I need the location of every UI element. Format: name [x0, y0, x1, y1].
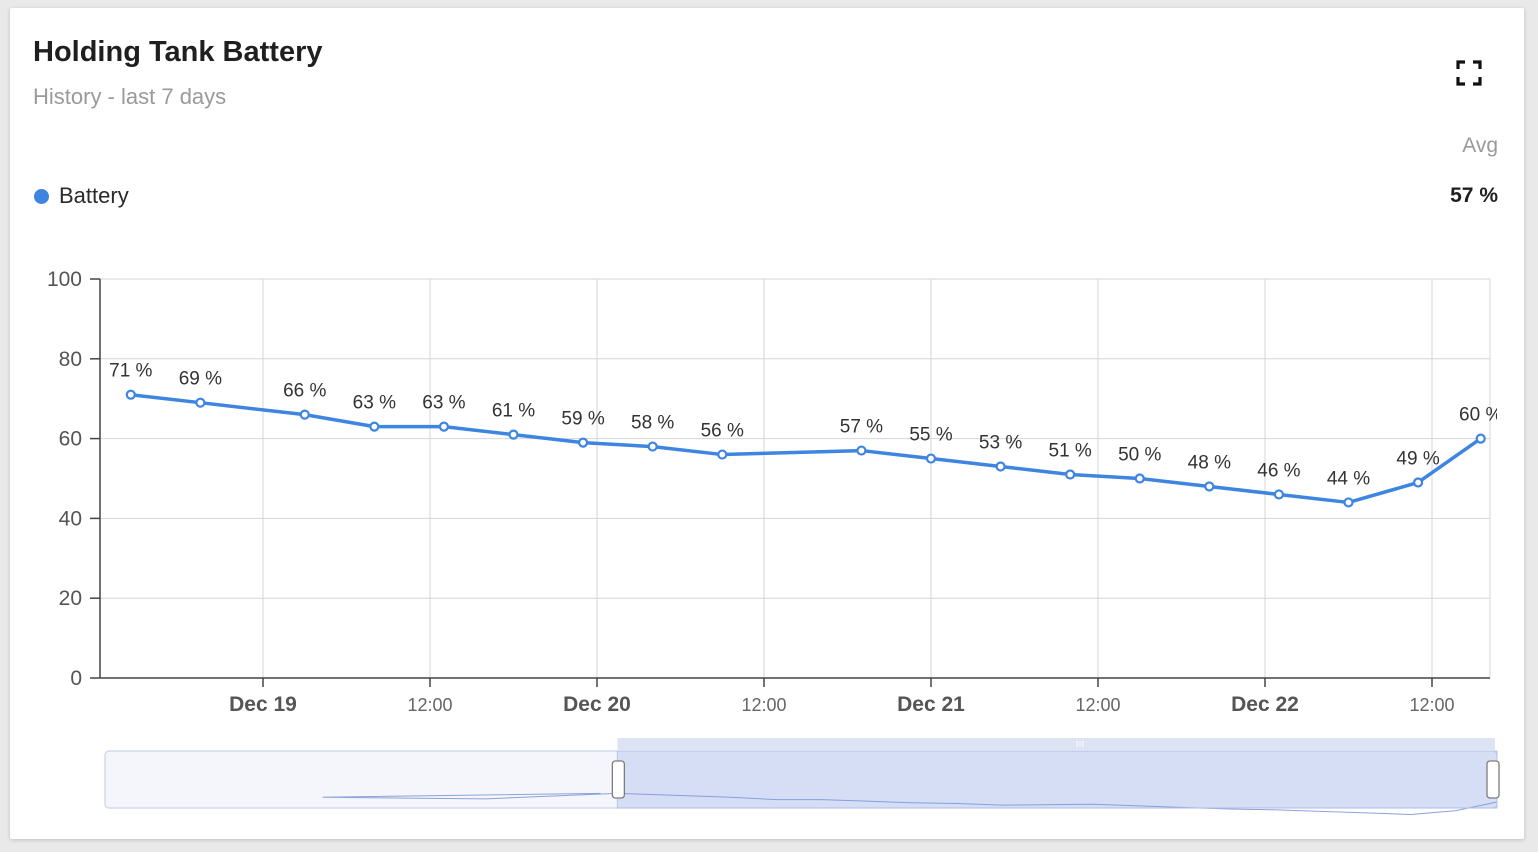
fullscreen-icon	[1456, 60, 1482, 86]
chart-data-labels: 71 % 69 % 66 % 63 % 63 % 61 % 59 % 58 % 56 % 57 %…	[109, 361, 1502, 490]
navigator-handle-left[interactable]	[611, 760, 626, 799]
data-label: 57 %	[840, 417, 883, 438]
data-label: 66 %	[283, 381, 326, 402]
x-tick-label: Dec 19	[229, 693, 297, 716]
legend-label: Battery	[59, 183, 129, 208]
data-point	[577, 437, 589, 448]
data-label: 49 %	[1396, 448, 1439, 469]
y-tick-label: 40	[59, 507, 82, 530]
navigator-series	[322, 792, 1498, 816]
x-tick-label: 12:00	[1409, 695, 1454, 715]
data-point	[856, 445, 867, 456]
data-label: 50 %	[1118, 445, 1161, 466]
data-label: 59 %	[561, 409, 604, 430]
avg-value: 57 %	[1450, 184, 1498, 207]
y-tick-label: 100	[47, 268, 82, 291]
data-point	[717, 449, 728, 460]
data-point	[1343, 497, 1354, 508]
data-label: 53 %	[979, 433, 1022, 454]
data-point	[1204, 481, 1215, 492]
data-label: 55 %	[909, 425, 952, 446]
data-point	[299, 409, 310, 420]
data-label: 58 %	[631, 413, 674, 434]
y-tick-label: 0	[70, 667, 82, 690]
range-navigator[interactable]	[104, 738, 1500, 816]
data-point	[925, 453, 937, 464]
data-label: 69 %	[179, 369, 222, 390]
data-label: 60 %	[1459, 405, 1502, 426]
x-tick-label: Dec 20	[563, 693, 631, 716]
x-tick-label: Dec 21	[897, 693, 965, 716]
legend-item-battery[interactable]: Battery	[34, 183, 129, 209]
data-point	[438, 421, 450, 432]
fullscreen-button[interactable]	[1452, 56, 1486, 90]
data-label: 51 %	[1049, 441, 1092, 462]
data-point	[1134, 473, 1145, 484]
data-point	[647, 441, 658, 452]
card-title: Holding Tank Battery	[33, 36, 323, 68]
data-point	[125, 389, 136, 400]
x-tick-label: 12:00	[741, 695, 786, 715]
x-tick-label: Dec 22	[1231, 693, 1299, 716]
legend-marker	[34, 188, 49, 204]
y-tick-label: 60	[59, 428, 82, 451]
chart-grid	[100, 278, 1491, 679]
chart-series	[125, 389, 1486, 508]
data-label: 48 %	[1188, 452, 1231, 473]
y-tick-label: 80	[59, 348, 82, 371]
navigator-selection	[616, 750, 1498, 809]
data-point	[369, 421, 380, 432]
data-point	[1475, 433, 1486, 444]
avg-label: Avg	[1462, 134, 1498, 157]
data-point	[995, 461, 1006, 472]
data-label: 63 %	[422, 393, 465, 414]
chart-axes: 0 20 40 60 80 100 Dec 19 12:00 Dec 20 12:00 Dec 21…	[47, 268, 1490, 716]
data-label: 71 %	[109, 361, 152, 382]
data-point	[195, 397, 206, 408]
data-label: 63 %	[353, 393, 396, 414]
x-tick-label: 12:00	[1075, 695, 1120, 715]
y-tick-label: 20	[59, 587, 82, 610]
navigator-handle-right[interactable]	[1486, 760, 1500, 799]
data-label: 61 %	[492, 401, 535, 422]
chart-card: Holding Tank Battery History - last 7 da…	[10, 8, 1524, 839]
card-subtitle: History - last 7 days	[33, 84, 227, 109]
data-label: 44 %	[1327, 468, 1370, 489]
data-label: 56 %	[701, 421, 744, 442]
data-point	[1065, 469, 1076, 480]
data-point	[1273, 489, 1285, 500]
battery-series-line	[130, 392, 1482, 505]
navigator-scrollbar	[617, 738, 1495, 751]
data-point	[1412, 477, 1424, 488]
data-label: 46 %	[1257, 460, 1300, 481]
data-point	[508, 429, 519, 440]
x-tick-label: 12:00	[407, 695, 452, 715]
